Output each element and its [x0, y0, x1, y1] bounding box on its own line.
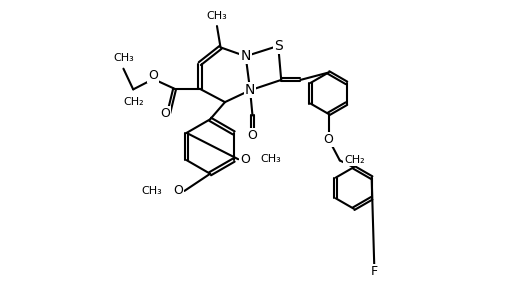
- Text: F: F: [371, 265, 378, 278]
- Text: CH₃: CH₃: [113, 53, 134, 63]
- Text: N: N: [240, 49, 251, 63]
- Text: CH₂: CH₂: [344, 155, 365, 165]
- Text: O: O: [240, 153, 250, 166]
- Text: O: O: [248, 129, 257, 142]
- Text: CH₃: CH₃: [141, 186, 162, 196]
- Text: O: O: [324, 133, 334, 146]
- Text: CH₃: CH₃: [261, 154, 281, 164]
- Text: S: S: [274, 39, 283, 53]
- Text: O: O: [148, 69, 159, 82]
- Text: N: N: [245, 83, 255, 97]
- Text: CH₃: CH₃: [207, 11, 227, 21]
- Text: O: O: [173, 184, 183, 197]
- Text: CH₂: CH₂: [123, 97, 143, 107]
- Text: O: O: [160, 107, 170, 120]
